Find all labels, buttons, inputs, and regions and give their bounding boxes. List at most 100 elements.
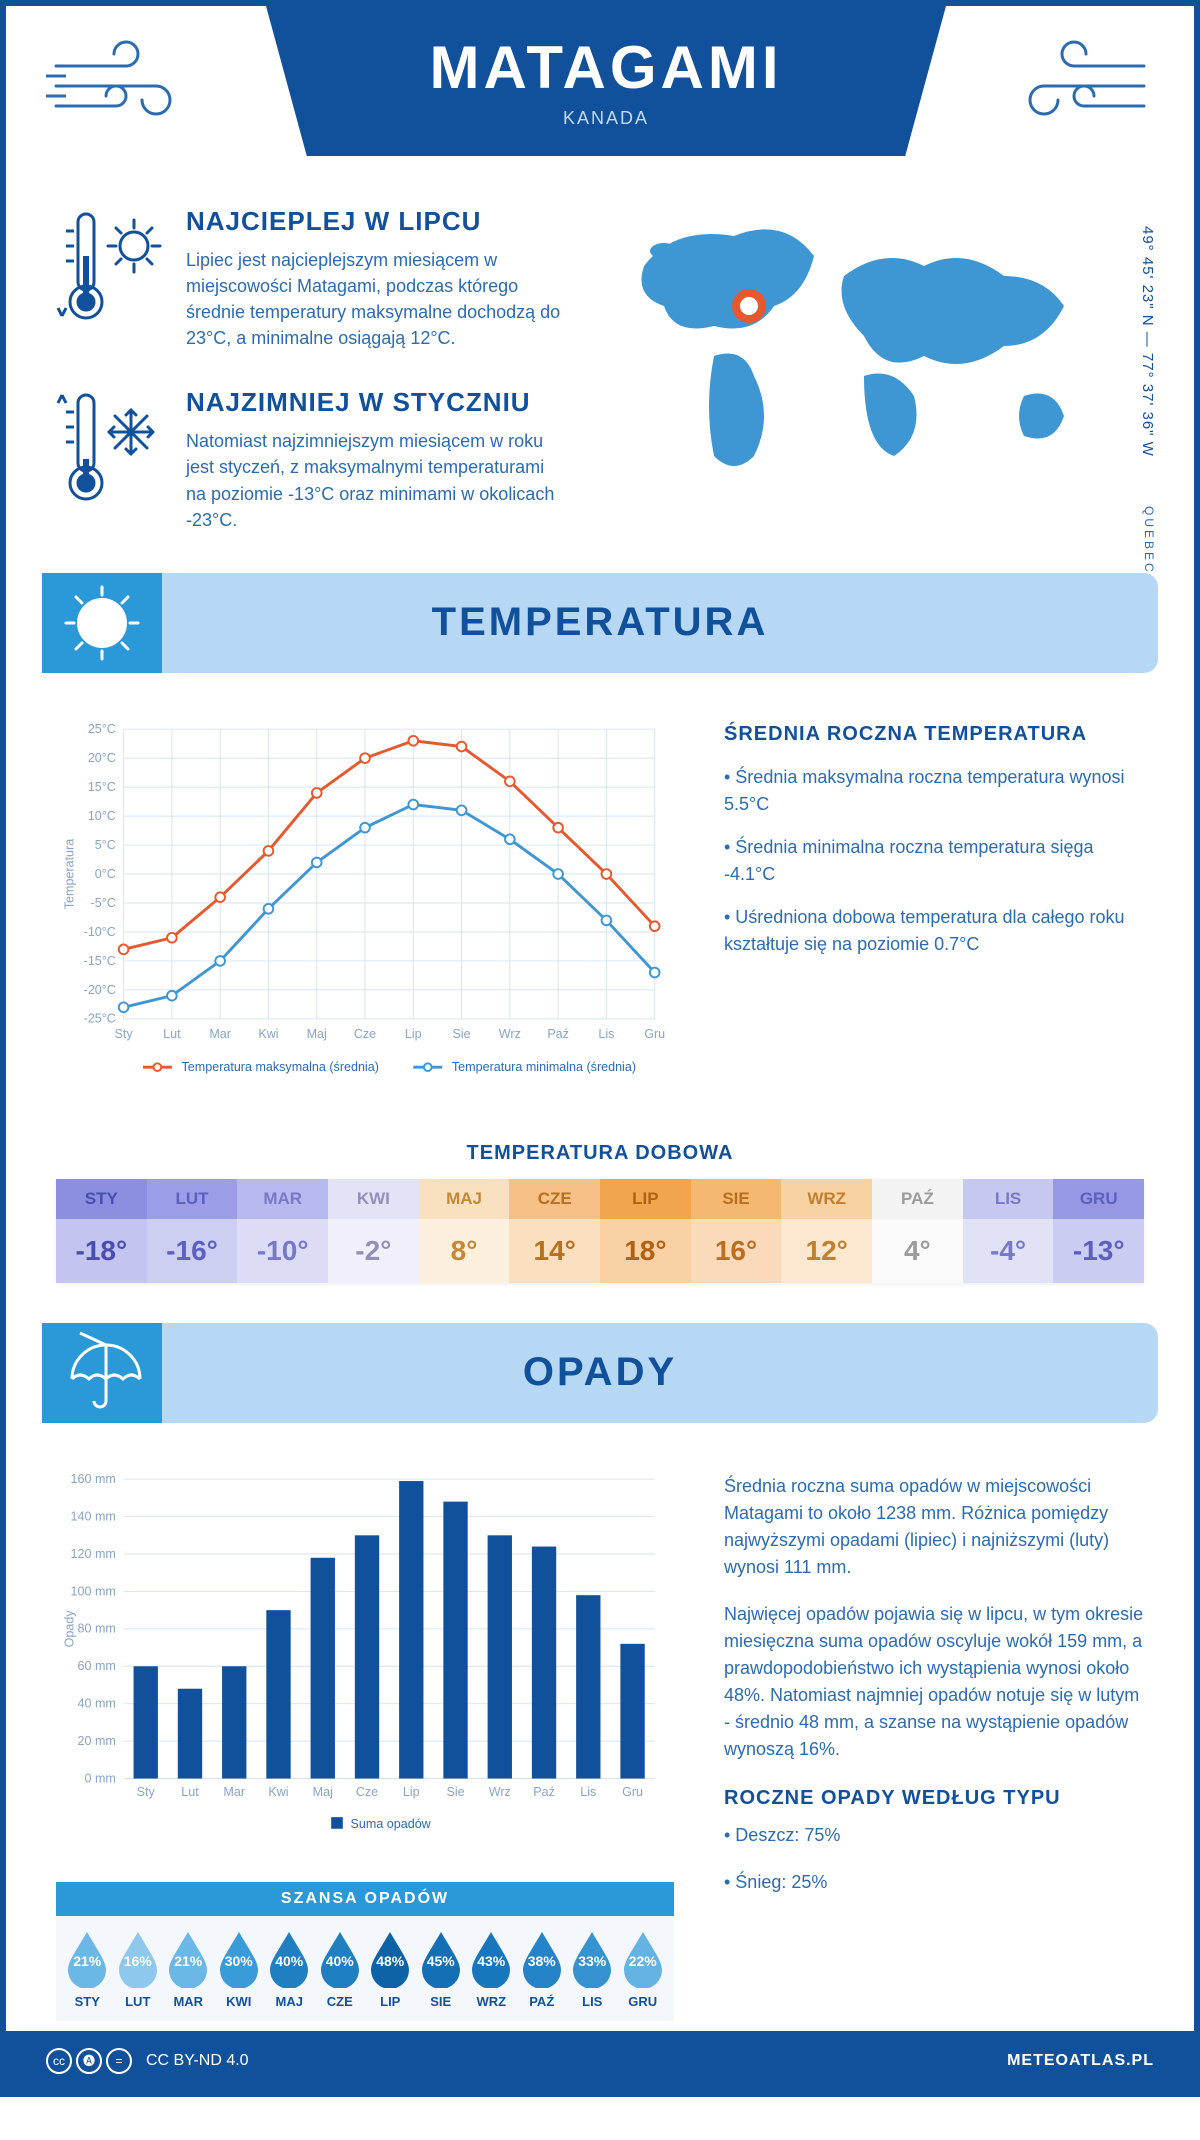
daily-month: LIP — [600, 1179, 691, 1219]
chance-cell: 30%KWI — [214, 1928, 265, 2009]
warmest-block: NAJCIEPLEJ W LIPCU Lipiec jest najcieple… — [56, 206, 564, 351]
chance-value: 48% — [376, 1953, 404, 1969]
svg-text:0 mm: 0 mm — [84, 1771, 115, 1785]
license-text: CC BY-ND 4.0 — [146, 2052, 249, 2070]
svg-text:Lip: Lip — [403, 1785, 420, 1799]
intro-left: NAJCIEPLEJ W LIPCU Lipiec jest najcieple… — [56, 206, 564, 533]
drop-icon: 43% — [466, 1928, 516, 1988]
svg-text:120 mm: 120 mm — [71, 1547, 116, 1561]
svg-text:20 mm: 20 mm — [78, 1734, 116, 1748]
drop-icon: 45% — [416, 1928, 466, 1988]
annual-temp-p2: • Średnia minimalna roczna temperatura s… — [724, 834, 1144, 888]
wind-icon-right — [994, 36, 1154, 136]
thermo-sun-icon — [56, 206, 166, 326]
svg-text:20°C: 20°C — [88, 751, 116, 765]
chance-month: GRU — [618, 1994, 669, 2009]
drop-icon: 33% — [567, 1928, 617, 1988]
svg-text:Lis: Lis — [598, 1027, 614, 1041]
section-temperature-title: TEMPERATURA — [432, 600, 769, 645]
svg-text:Sie: Sie — [446, 1785, 464, 1799]
chance-cell: 40%MAJ — [264, 1928, 315, 2009]
daily-month: LIS — [963, 1179, 1054, 1219]
sun-icon — [60, 581, 150, 665]
chance-month: LIS — [567, 1994, 618, 2009]
page: MATAGAMI KANADA NAJCIEPLEJ W LIPCU — [0, 0, 1200, 2097]
chance-value: 33% — [578, 1953, 606, 1969]
coldest-title: NAJZIMNIEJ W STYCZNIU — [186, 387, 564, 418]
chance-value: 38% — [528, 1953, 556, 1969]
chance-month: KWI — [214, 1994, 265, 2009]
svg-text:Sty: Sty — [137, 1785, 156, 1799]
chance-month: CZE — [315, 1994, 366, 2009]
daily-cell: STY-18° — [56, 1179, 147, 1283]
chance-value: 40% — [326, 1953, 354, 1969]
precip-type-snow: • Śnieg: 25% — [724, 1869, 1144, 1896]
annual-temp-p3: • Uśredniona dobowa temperatura dla całe… — [724, 904, 1144, 958]
svg-text:Gru: Gru — [622, 1785, 643, 1799]
world-map-icon — [604, 206, 1144, 506]
drop-icon: 21% — [62, 1928, 112, 1988]
chance-cell: 21%MAR — [163, 1928, 214, 2009]
umbrella-icon — [60, 1331, 150, 1415]
daily-month: GRU — [1053, 1179, 1144, 1219]
svg-text:40 mm: 40 mm — [78, 1696, 116, 1710]
footer: cc🅐= CC BY-ND 4.0 METEOATLAS.PL — [6, 2031, 1194, 2091]
precip-body: 0 mm20 mm40 mm60 mm80 mm100 mm120 mm140 … — [6, 1423, 1194, 2031]
temperature-body: -25°C-20°C-15°C-10°C-5°C0°C5°C10°C15°C20… — [6, 673, 1194, 1118]
svg-text:Paź: Paź — [533, 1785, 555, 1799]
svg-text:Maj: Maj — [313, 1785, 333, 1799]
daily-cell: LIP18° — [600, 1179, 691, 1283]
daily-month: WRZ — [781, 1179, 872, 1219]
svg-text:Kwi: Kwi — [268, 1785, 288, 1799]
header-banner: MATAGAMI KANADA — [266, 6, 946, 156]
chance-cell: 48%LIP — [365, 1928, 416, 2009]
daily-month: MAJ — [419, 1179, 510, 1219]
svg-text:60 mm: 60 mm — [78, 1659, 116, 1673]
chance-cell: 40% CZE — [315, 1928, 366, 2009]
temperature-chart: -25°C-20°C-15°C-10°C-5°C0°C5°C10°C15°C20… — [56, 703, 674, 1108]
svg-text:Temperatura: Temperatura — [62, 839, 76, 909]
daily-value: 8° — [419, 1219, 510, 1283]
svg-text:Lip: Lip — [405, 1027, 422, 1041]
map-block: 49° 45' 23" N — 77° 37' 36" W QUEBEC — [604, 206, 1144, 533]
footer-brand: METEOATLAS.PL — [1007, 2052, 1154, 2070]
coldest-text: NAJZIMNIEJ W STYCZNIU Natomiast najzimni… — [186, 387, 564, 532]
svg-text:Gru: Gru — [644, 1027, 665, 1041]
daily-cell: MAJ8° — [419, 1179, 510, 1283]
precip-p2: Najwięcej opadów pojawia się w lipcu, w … — [724, 1601, 1144, 1763]
daily-value: -13° — [1053, 1219, 1144, 1283]
daily-value: -18° — [56, 1219, 147, 1283]
chance-month: SIE — [416, 1994, 467, 2009]
svg-text:80 mm: 80 mm — [78, 1621, 116, 1635]
chance-month: STY — [62, 1994, 113, 2009]
daily-temp-table: STY-18°LUT-16°MAR-10°KWI-2°MAJ8°CZE14°LI… — [56, 1179, 1144, 1283]
chance-value: 21% — [174, 1953, 202, 1969]
temperature-annual: ŚREDNIA ROCZNA TEMPERATURA • Średnia mak… — [724, 703, 1144, 1108]
daily-month: SIE — [691, 1179, 782, 1219]
chance-cell: 21% STY — [62, 1928, 113, 2009]
chance-value: 45% — [427, 1953, 455, 1969]
svg-text:Temperatura maksymalna (średni: Temperatura maksymalna (średnia) — [182, 1060, 379, 1074]
svg-text:Wrz: Wrz — [489, 1785, 511, 1799]
footer-license: cc🅐= CC BY-ND 4.0 — [46, 2048, 249, 2074]
svg-text:-25°C: -25°C — [84, 1011, 116, 1025]
chance-month: MAJ — [264, 1994, 315, 2009]
section-precip-title: OPADY — [523, 1350, 677, 1395]
daily-value: 18° — [600, 1219, 691, 1283]
daily-cell: KWI-2° — [328, 1179, 419, 1283]
svg-text:-10°C: -10°C — [84, 925, 116, 939]
svg-text:100 mm: 100 mm — [71, 1584, 116, 1598]
chance-cell: 38% PAŹ — [517, 1928, 568, 2009]
daily-value: -10° — [237, 1219, 328, 1283]
chance-month: PAŹ — [517, 1994, 568, 2009]
annual-temp-title: ŚREDNIA ROCZNA TEMPERATURA — [724, 723, 1144, 746]
chance-cell: 16%LUT — [113, 1928, 164, 2009]
chance-month: LUT — [113, 1994, 164, 2009]
daily-value: 4° — [872, 1219, 963, 1283]
warmest-title: NAJCIEPLEJ W LIPCU — [186, 206, 564, 237]
drop-icon: 22% — [618, 1928, 668, 1988]
chance-cell: 33% LIS — [567, 1928, 618, 2009]
svg-text:-15°C: -15°C — [84, 954, 116, 968]
cc-icon: cc🅐= — [46, 2048, 132, 2074]
header: MATAGAMI KANADA — [6, 6, 1194, 186]
